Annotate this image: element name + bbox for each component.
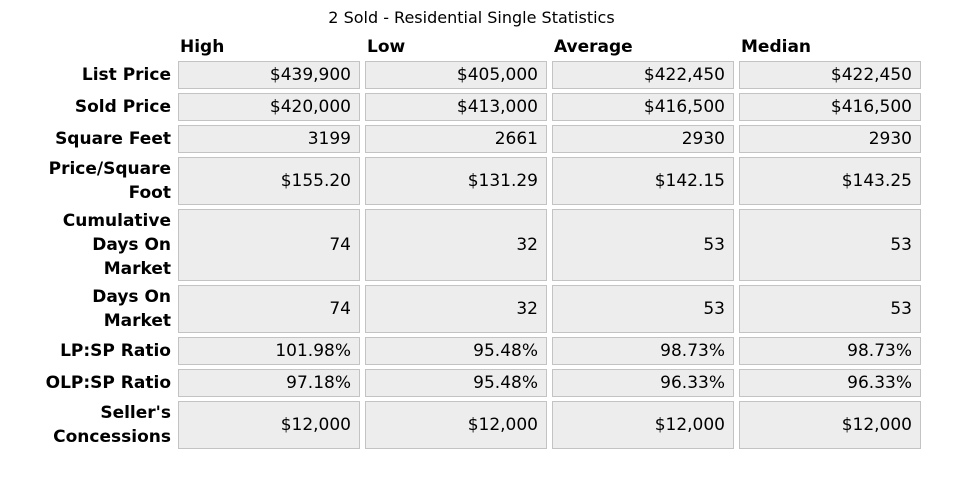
stat-cell: 3199 [178, 125, 360, 153]
stat-cell: 2930 [552, 125, 734, 153]
stat-cell: 53 [552, 285, 734, 333]
row-label: LP:SP Ratio [60, 341, 171, 361]
table-row-lp-sp-ratio: LP:SP Ratio 101.98% 95.48% 98.73% 98.73% [5, 337, 921, 365]
stat-cell: 98.73% [552, 337, 734, 365]
stat-cell: $131.29 [365, 157, 547, 205]
table-row-square-feet: Square Feet 3199 2661 2930 2930 [5, 125, 921, 153]
report-title: 2 Sold - Residential Single Statistics [328, 8, 615, 27]
row-label: List Price [81, 65, 171, 85]
stat-cell: $420,000 [178, 93, 360, 121]
stat-cell: 74 [178, 209, 360, 281]
stat-cell: $12,000 [739, 401, 921, 449]
column-header-low: Low [367, 37, 406, 57]
stat-cell: 95.48% [365, 369, 547, 397]
stat-cell: 32 [365, 209, 547, 281]
stat-cell: $12,000 [552, 401, 734, 449]
stat-cell: $12,000 [365, 401, 547, 449]
stat-cell: 53 [552, 209, 734, 281]
stat-cell: $422,450 [739, 61, 921, 89]
row-label: Sold Price [74, 97, 171, 117]
row-label: Cumulative Days On Market [62, 211, 171, 279]
stat-cell: 98.73% [739, 337, 921, 365]
stat-cell: $439,900 [178, 61, 360, 89]
row-label: Days On Market [92, 287, 171, 331]
stat-cell: 96.33% [739, 369, 921, 397]
stat-cell: $155.20 [178, 157, 360, 205]
stat-cell: $416,500 [739, 93, 921, 121]
stat-cell: 2661 [365, 125, 547, 153]
stat-cell: 53 [739, 285, 921, 333]
stat-cell: 96.33% [552, 369, 734, 397]
stat-cell: 101.98% [178, 337, 360, 365]
stat-cell: 95.48% [365, 337, 547, 365]
stat-cell: 97.18% [178, 369, 360, 397]
header-row: High Low Average Median [5, 37, 921, 57]
table-row-days-on-market: Days On Market 74 32 53 53 [5, 285, 921, 333]
table-row-list-price: List Price $439,900 $405,000 $422,450 $4… [5, 61, 921, 89]
statistics-report: 2 Sold - Residential Single Statistics H… [0, 8, 926, 453]
stat-cell: $413,000 [365, 93, 547, 121]
table-row-sold-price: Sold Price $420,000 $413,000 $416,500 $4… [5, 93, 921, 121]
table-row-price-per-square-foot: Price/Square Foot $155.20 $131.29 $142.1… [5, 157, 921, 205]
stat-cell: $416,500 [552, 93, 734, 121]
stat-cell: 32 [365, 285, 547, 333]
statistics-table: High Low Average Median List Price $439,… [0, 33, 926, 453]
table-row-olp-sp-ratio: OLP:SP Ratio 97.18% 95.48% 96.33% 96.33% [5, 369, 921, 397]
table-row-sellers-concessions: Seller's Concessions $12,000 $12,000 $12… [5, 401, 921, 449]
column-header-median: Median [741, 37, 812, 57]
row-label: Square Feet [55, 129, 171, 149]
stat-cell: $405,000 [365, 61, 547, 89]
corner-spacer [5, 37, 173, 57]
column-header-average: Average [554, 37, 633, 57]
stat-cell: $143.25 [739, 157, 921, 205]
stat-cell: $142.15 [552, 157, 734, 205]
stat-cell: 74 [178, 285, 360, 333]
row-label: Seller's Concessions [53, 403, 171, 447]
stat-cell: 53 [739, 209, 921, 281]
stat-cell: 2930 [739, 125, 921, 153]
stat-cell: $12,000 [178, 401, 360, 449]
column-header-high: High [180, 37, 225, 57]
stat-cell: $422,450 [552, 61, 734, 89]
row-label: Price/Square Foot [48, 159, 171, 203]
table-row-cumulative-days-on-market: Cumulative Days On Market 74 32 53 53 [5, 209, 921, 281]
row-label: OLP:SP Ratio [45, 373, 171, 393]
